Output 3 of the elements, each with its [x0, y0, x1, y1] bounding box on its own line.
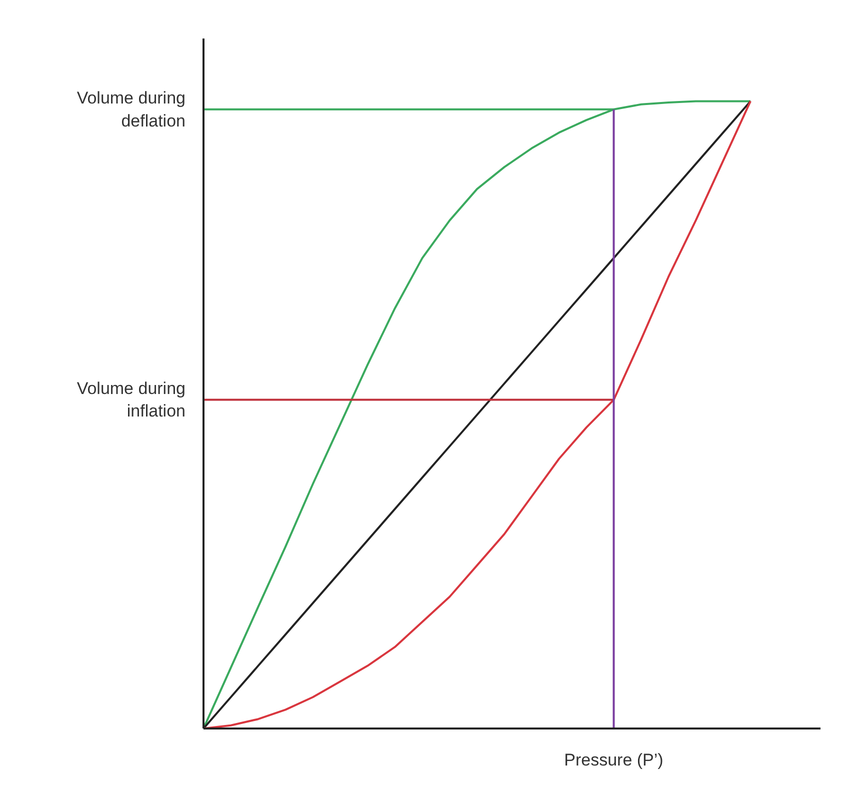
ref-line-label: Volume during inflation — [76, 378, 186, 421]
x-axis-title: Pressure (P’) — [564, 750, 664, 770]
ref-line-label: Volume during deflation — [76, 88, 186, 130]
